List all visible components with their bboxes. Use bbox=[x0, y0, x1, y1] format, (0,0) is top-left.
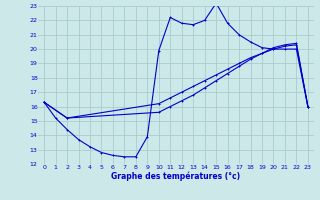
X-axis label: Graphe des températures (°c): Graphe des températures (°c) bbox=[111, 171, 241, 181]
